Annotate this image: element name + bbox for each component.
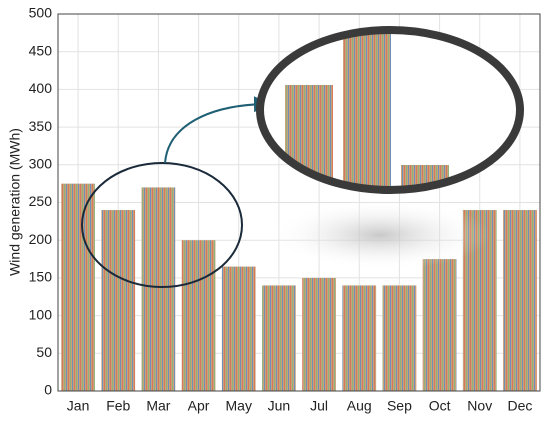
bar [262,285,296,391]
x-tick-label: Sep [387,398,412,414]
y-tick-label: 450 [29,42,53,58]
zoom-bars [285,32,449,188]
bar [422,259,457,391]
y-tick-label: 100 [29,306,53,322]
x-tick-label: Aug [347,398,372,414]
bar [221,266,256,391]
plot-area: 0 50 100 150 200 250 300 350 400 450 500 Jan Feb Mar A… [29,5,541,414]
y-tick-label: 150 [29,269,53,285]
x-tick-label: Feb [106,398,130,414]
zoom-ellipse [256,26,524,194]
y-tick-label: 500 [29,5,53,21]
bar [342,285,377,391]
x-tick-label: Jan [67,398,90,414]
y-tick-label: 50 [36,344,52,360]
bar [382,285,417,391]
y-tick-label: 350 [29,118,53,134]
bar [61,183,95,391]
y-axis-label: Wind generation (MWh) [7,128,23,276]
highlight-ellipse [81,162,243,288]
zoom-shadow [270,200,490,270]
zoom-annotation [81,26,524,288]
y-tick-label: 0 [44,382,52,398]
axes-box [57,13,541,392]
x-tick-label: Apr [188,398,210,414]
x-tick-label: Jul [310,398,328,414]
x-tick-label: Dec [507,398,532,414]
zoom-arrow [164,96,270,164]
zoom-bar [343,32,391,188]
bar [503,210,537,391]
x-tick-label: Nov [467,398,492,414]
x-tick-label: Oct [429,398,451,414]
y-tick-label: 200 [29,231,53,247]
x-tick-label: May [226,398,252,414]
y-tick-label: 250 [29,193,53,209]
bar [101,210,136,391]
bar [141,187,176,391]
x-tick-label: Jun [268,398,291,414]
bar [302,277,336,391]
y-tick-label: 300 [29,156,53,172]
bar [181,240,216,391]
x-tick-label: Mar [146,398,170,414]
y-tick-label: 400 [29,80,53,96]
